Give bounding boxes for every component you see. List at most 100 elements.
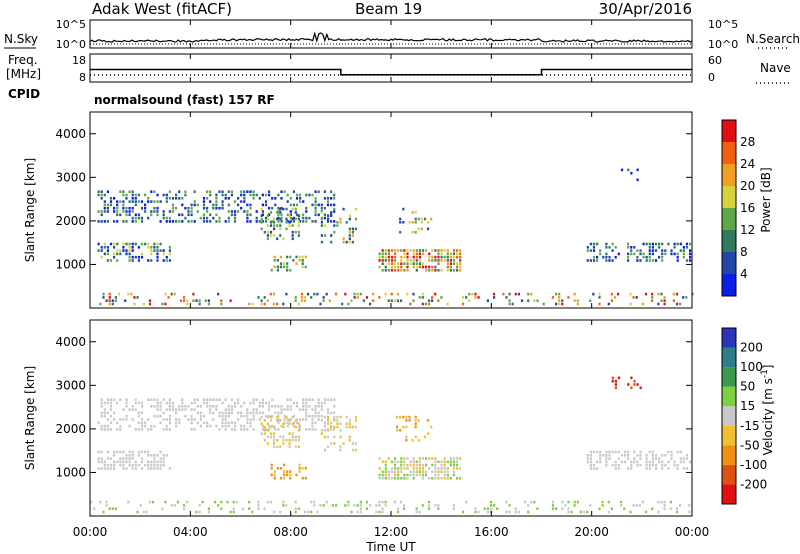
range-cell (412, 477, 415, 480)
range-cell (372, 292, 375, 296)
range-cell (412, 265, 415, 269)
range-cell (381, 269, 384, 272)
range-cell (456, 457, 459, 460)
range-cell (384, 463, 387, 467)
range-cell (305, 216, 308, 220)
range-cell (168, 210, 171, 213)
range-cell (396, 415, 399, 419)
range-cell (676, 467, 679, 470)
range-cell (286, 200, 289, 203)
range-cell (400, 477, 403, 480)
range-cell (308, 414, 311, 418)
range-cell (400, 259, 403, 262)
range-cell (657, 292, 660, 296)
range-cell (333, 207, 336, 211)
range-cell (384, 255, 387, 259)
range-cell (100, 414, 103, 418)
range-cell (403, 507, 406, 510)
range-cell (679, 457, 682, 460)
power-ylabel: Slant Range [km] (23, 158, 37, 262)
range-cell (131, 216, 134, 220)
range-cell (520, 299, 524, 302)
range-cell (237, 401, 240, 405)
range-cell (627, 255, 630, 259)
range-cell (486, 507, 489, 510)
range-cell (279, 227, 282, 231)
range-cell (258, 418, 261, 421)
range-cell (387, 269, 390, 272)
range-cell (224, 197, 227, 200)
range-cell (452, 507, 455, 510)
range-cell (233, 421, 237, 425)
range-cell (425, 473, 428, 477)
range-cell (387, 299, 390, 302)
range-cell (171, 206, 175, 210)
range-cell (431, 259, 434, 262)
range-cell (156, 460, 159, 464)
range-cell (415, 255, 418, 259)
range-cell (215, 398, 218, 401)
range-cell (427, 227, 430, 231)
range-cell (330, 411, 333, 415)
colorbar-segment (722, 230, 736, 252)
range-cell (190, 401, 193, 405)
range-cell (434, 460, 437, 464)
range-cell (387, 262, 390, 265)
range-cell (632, 504, 635, 507)
range-cell (137, 463, 140, 467)
range-cell (320, 408, 323, 411)
range-cell (272, 510, 276, 514)
range-cell (233, 220, 237, 223)
range-cell (551, 507, 555, 510)
range-cell (221, 401, 224, 405)
range-cell (144, 203, 147, 207)
range-cell (187, 418, 190, 421)
range-cell (266, 435, 269, 439)
range-cell (330, 398, 333, 401)
range-cell (651, 299, 654, 302)
range-cell (221, 414, 224, 418)
range-cell (175, 197, 178, 200)
range-cell (171, 220, 175, 223)
range-cell (381, 500, 384, 504)
range-cell (150, 467, 153, 470)
range-cell (636, 168, 639, 172)
range-cell (573, 292, 576, 296)
range-cell (251, 510, 254, 514)
range-cell (106, 206, 109, 210)
range-cell (320, 401, 323, 405)
range-cell (286, 265, 289, 269)
range-cell (156, 246, 159, 249)
cpid-value: normalsound (fast) 157 RF (94, 93, 275, 107)
range-cell (276, 445, 279, 449)
range-cell (297, 214, 300, 217)
range-cell (266, 299, 269, 302)
range-cell (299, 418, 302, 421)
range-cell (137, 259, 140, 262)
range-cell (339, 221, 342, 224)
range-cell (202, 197, 206, 200)
range-cell (156, 200, 159, 203)
range-cell (261, 213, 264, 217)
range-cell (420, 221, 423, 224)
range-cell (103, 246, 106, 249)
range-cell (248, 500, 251, 504)
range-cell (390, 460, 394, 464)
range-cell (589, 467, 592, 470)
range-cell (327, 217, 330, 221)
range-cell (297, 445, 300, 449)
range-cell (651, 457, 654, 460)
range-cell (269, 415, 273, 419)
range-cell (381, 470, 384, 473)
range-cell (291, 237, 294, 241)
range-cell (658, 457, 661, 460)
range-cell (147, 200, 150, 203)
range-cell (150, 424, 153, 428)
range-cell (257, 296, 260, 299)
y-tick-label: 4000 (55, 335, 86, 349)
range-cell (165, 401, 168, 405)
range-cell (378, 467, 381, 470)
noise-tick-high-left: 10^5 (56, 18, 86, 31)
range-cell (162, 259, 165, 262)
range-cell (206, 401, 209, 405)
